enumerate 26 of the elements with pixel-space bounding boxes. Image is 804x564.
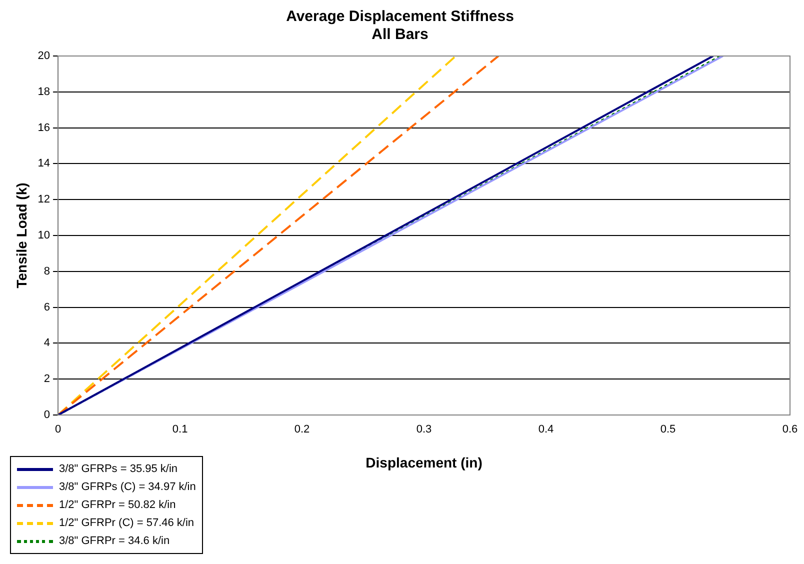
x-tick-label: 0.3 [416,424,432,436]
x-tick-label: 0.2 [294,424,310,436]
chart-title: Average Displacement Stiffness All Bars [286,8,514,44]
y-tick-label: 2 [44,373,50,386]
y-tick-label: 14 [38,158,50,170]
y-tick-label: 6 [44,301,50,314]
legend-label: 3/8" GFRPs = 35.95 k/in [59,463,178,475]
x-tick-label: 0.5 [660,424,676,436]
legend-label: 1/2" GFRPr (C) = 57.46 k/in [59,517,194,529]
y-tick-label: 10 [38,230,50,242]
x-tick-label: 0.4 [538,424,554,436]
y-tick-label: 12 [38,194,50,206]
y-tick-label: 18 [38,86,50,98]
x-tick-label: 0.1 [172,424,188,436]
legend-label: 3/8" GFRPr = 34.6 k/in [59,535,170,547]
legend-label: 1/2" GFRPr = 50.82 k/in [59,499,176,511]
y-axis-title: Tensile Load (k) [13,182,30,288]
x-axis-title: Displacement (in) [366,454,482,470]
y-tick-label: 20 [38,50,50,62]
y-tick-label: 4 [44,337,50,350]
y-tick-label: 16 [38,122,50,134]
y-tick-label: 0 [44,409,50,422]
y-tick-label: 8 [44,265,50,278]
x-tick-label: 0.6 [782,424,798,436]
legend-label: 3/8" GFRPs (C) = 34.97 k/in [59,481,196,493]
x-tick-label: 0 [54,424,62,436]
